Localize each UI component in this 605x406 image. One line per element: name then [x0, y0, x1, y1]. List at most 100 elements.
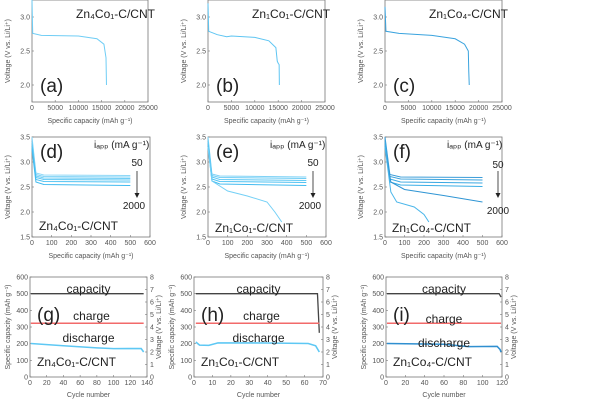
y2-axis-title: Voltage (V vs. Li/Li⁺) [156, 295, 163, 359]
capacity-label: capacity [422, 282, 466, 296]
x-tick-label: 5000 [224, 105, 240, 112]
series-line-1 [207, 3, 280, 86]
discharge-label: discharge [232, 331, 284, 345]
x-tick-label: 400 [457, 240, 469, 247]
x-tick-label: 40 [421, 380, 429, 387]
x-tick-label: 100 [46, 240, 58, 247]
x-tick-label: 600 [144, 240, 156, 247]
x-tick-label: 600 [496, 240, 508, 247]
x-tick-label: 120 [496, 380, 508, 387]
y2-tick-label: 1 [326, 362, 330, 369]
series-line-1 [384, 6, 470, 86]
y2-tick-label: 7 [505, 287, 509, 294]
x-tick-label: 15000 [268, 105, 288, 112]
x-tick-label: 0 [206, 240, 210, 247]
y-axis-title: Specific capacity (mAh g⁻¹) [361, 285, 368, 370]
x-axis-title: Specific capacity (mAh g⁻¹) [401, 253, 486, 260]
discharge-label: discharge [418, 336, 470, 350]
y2-tick-label: 6 [505, 300, 509, 307]
y-tick-label: 100 [16, 358, 28, 365]
charge-label: charge [73, 309, 110, 323]
charge-label: charge [426, 312, 463, 326]
y-axis-title: Voltage (V vs. Li/Li⁺) [5, 19, 12, 83]
x-tick-label: 100 [399, 240, 411, 247]
x-tick-label: 100 [222, 240, 234, 247]
y2-tick-label: 8 [505, 275, 509, 282]
x-tick-label: 60 [76, 380, 84, 387]
x-tick-label: 0 [28, 380, 32, 387]
x-tick-label: 100 [477, 380, 489, 387]
y2-tick-label: 4 [150, 325, 154, 332]
sample-name: Zn₁Co₁-C/CNT [252, 7, 331, 21]
y2-tick-label: 0 [505, 375, 509, 382]
x-tick-label: 10000 [69, 105, 89, 112]
rate-top-label: 50 [307, 158, 319, 169]
series-line-1 [31, 0, 107, 86]
y2-tick-label: 8 [150, 275, 154, 282]
x-tick-label: 80 [93, 380, 101, 387]
x-tick-label: 40 [264, 380, 272, 387]
x-tick-label: 100 [108, 380, 120, 387]
x-tick-label: 5000 [47, 105, 63, 112]
panel-a: 0 5000 10000 15000 20000 25000 2.0 2.5 3.0 Specif… [5, 0, 158, 125]
x-tick-label: 10000 [245, 105, 265, 112]
y-tick-label: 2.0 [20, 83, 30, 90]
x-axis-title: Specific capacity (mAh g⁻¹) [225, 253, 310, 260]
y-axis-title: Voltage (V vs. Li/Li⁺) [181, 155, 188, 219]
x-tick-label: 10 [209, 380, 217, 387]
sample-name: Zn₁Co₄-C/CNT [429, 7, 509, 21]
sample-name: Zn₄Co₁-C/CNT [37, 355, 117, 369]
rate-top-label: 50 [492, 160, 504, 171]
x-tick-label: 0 [384, 380, 388, 387]
y2-tick-label: 7 [150, 287, 154, 294]
y-tick-label: 600 [180, 275, 192, 282]
discharge-line [30, 342, 145, 353]
x-tick-label: 300 [85, 240, 97, 247]
y-tick-label: 300 [16, 325, 28, 332]
y-tick-label: 3.0 [20, 160, 30, 167]
y-tick-label: 100 [180, 358, 192, 365]
y2-tick-label: 7 [326, 287, 330, 294]
y-tick-label: 3.0 [196, 160, 206, 167]
x-axis-title: Cycle number [422, 392, 466, 399]
series-line-6 [31, 149, 131, 186]
y-axis-title: Specific capacity (mAh g⁻¹) [5, 285, 12, 370]
x-tick-label: 120 [124, 380, 136, 387]
rate-bottom-label: 2000 [299, 201, 322, 212]
y2-tick-label: 0 [326, 375, 330, 382]
y-tick-label: 400 [180, 308, 192, 315]
x-tick-label: 500 [124, 240, 136, 247]
x-tick-label: 25000 [315, 105, 335, 112]
series-line-6 [207, 146, 283, 223]
x-tick-label: 20 [227, 380, 235, 387]
x-tick-label: 300 [438, 240, 450, 247]
y-axis-title: Voltage (V vs. Li/Li⁺) [5, 155, 12, 219]
y-tick-label: 3.5 [196, 135, 206, 142]
x-tick-label: 0 [206, 105, 210, 112]
y2-tick-label: 8 [326, 275, 330, 282]
x-tick-label: 0 [30, 240, 34, 247]
y2-tick-label: 1 [150, 362, 154, 369]
x-tick-label: 15000 [92, 105, 112, 112]
x-axis-title: Specific capacity (mAh g⁻¹) [224, 118, 309, 125]
y-tick-label: 3.5 [373, 135, 383, 142]
y-tick-label: 2.0 [20, 210, 30, 217]
y2-tick-label: 5 [505, 312, 509, 319]
panel-g: 0 20 40 60 80 100 120 1400100200300400500600012… [5, 275, 163, 400]
sample-name: Zn₁Co₁-C/CNT [215, 221, 294, 235]
y-axis-title: Specific capacity (mAh g⁻¹) [169, 285, 176, 370]
x-tick-label: 20000 [292, 105, 312, 112]
x-tick-label: 0 [30, 105, 34, 112]
y-tick-label: 400 [372, 308, 384, 315]
x-tick-label: 50 [282, 380, 290, 387]
sample-name: Zn₄Co₁-C/CNT [76, 7, 156, 21]
x-tick-label: 80 [459, 380, 467, 387]
capacity-line [195, 293, 320, 333]
discharge-line [386, 342, 502, 353]
y2-tick-label: 5 [150, 312, 154, 319]
x-tick-label: 20 [43, 380, 51, 387]
y-tick-label: 2.0 [373, 210, 383, 217]
arrow-head-icon [134, 193, 140, 198]
panel-letter: (b) [216, 76, 239, 97]
